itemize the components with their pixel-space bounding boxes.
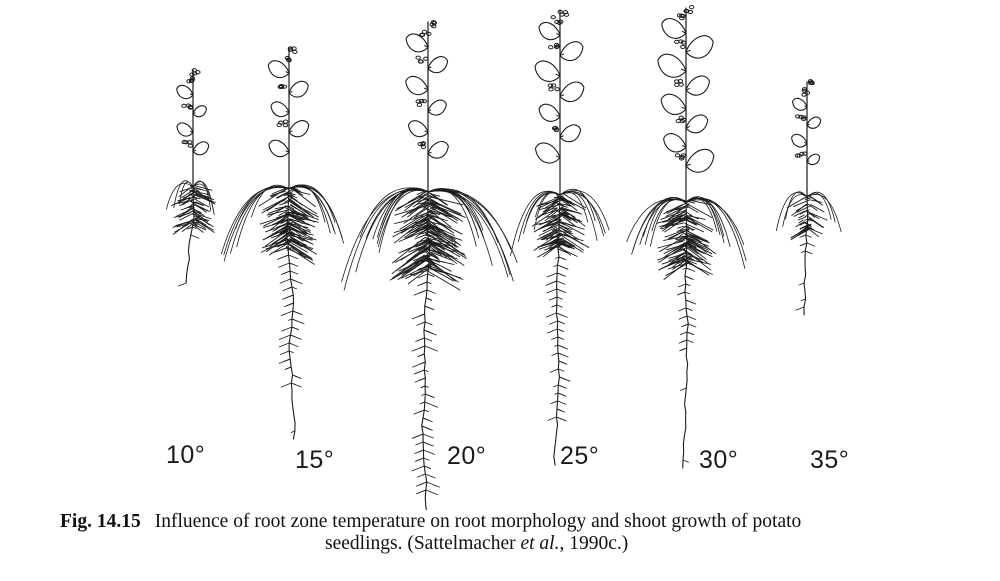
label-35: 35° — [810, 446, 850, 474]
figure-caption: Fig. 14.15 Influence of root zone tempera… — [60, 511, 980, 555]
label-10: 10° — [166, 441, 206, 469]
seedling — [220, 46, 345, 440]
seedling — [626, 5, 747, 469]
seedling — [510, 9, 610, 466]
seedling — [341, 20, 518, 510]
label-25: 25° — [560, 442, 600, 470]
seedling-drawings — [166, 5, 842, 510]
label-15: 15° — [295, 446, 335, 474]
seedling — [166, 68, 216, 287]
caption-line-1: Influence of root zone temperature on ro… — [154, 511, 802, 532]
label-20: 20° — [447, 442, 487, 470]
seedling — [775, 79, 842, 316]
label-30: 30° — [699, 446, 739, 474]
caption-line-2: seedlings. (Sattelmacher et al., 1990c.) — [325, 533, 629, 554]
figure-number: Fig. 14.15 — [60, 511, 141, 532]
